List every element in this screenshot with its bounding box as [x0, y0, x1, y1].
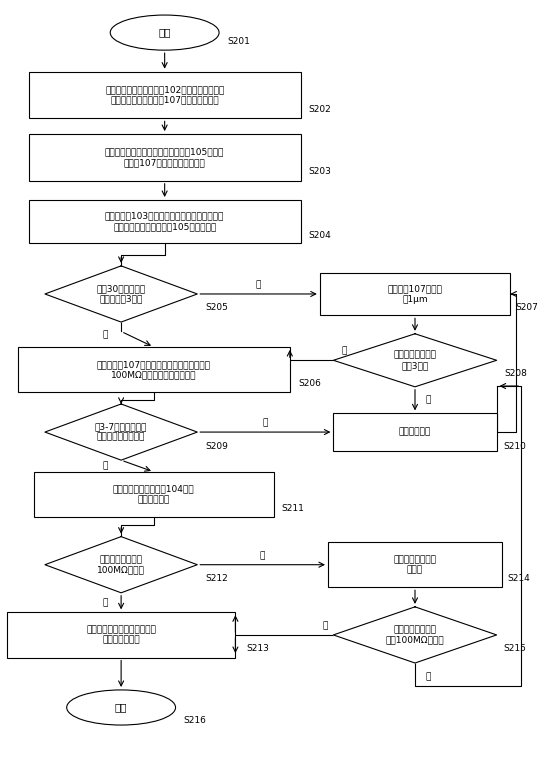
- Text: S207: S207: [516, 303, 539, 312]
- Text: 是: 是: [323, 621, 328, 630]
- Text: S210: S210: [503, 442, 526, 450]
- FancyBboxPatch shape: [333, 413, 497, 451]
- FancyBboxPatch shape: [7, 612, 235, 658]
- Text: 在3-7分钟内检测电
阻值达到千兆欧姆？: 在3-7分钟内检测电 阻值达到千兆欧姆？: [95, 422, 147, 442]
- Text: S208: S208: [505, 369, 528, 378]
- Polygon shape: [333, 607, 497, 663]
- Text: 否: 否: [263, 418, 268, 428]
- FancyBboxPatch shape: [320, 272, 510, 316]
- Text: 当影像装置103检测到细胞膜凹陷到一定程度，
停止机电控制微操作装置105，移除正压: 当影像装置103检测到细胞膜凹陷到一定程度， 停止机电控制微操作装置105，移除…: [105, 211, 224, 231]
- Text: 在正压作用下，机电控制微操作装置105带动纪
录电极107向下移动接近细胞膜: 在正压作用下，机电控制微操作装置105带动纪 录电极107向下移动接近细胞膜: [105, 148, 224, 167]
- Text: 是: 是: [102, 598, 108, 607]
- Text: 否: 否: [260, 551, 265, 560]
- Text: 等待30秒，检测电
阻是否上升3倍？: 等待30秒，检测电 阻是否上升3倍？: [97, 284, 146, 304]
- Polygon shape: [333, 334, 497, 387]
- Text: S206: S206: [298, 379, 321, 388]
- Text: 否: 否: [256, 280, 261, 289]
- FancyBboxPatch shape: [18, 347, 290, 392]
- Text: S213: S213: [246, 644, 269, 654]
- Text: 检测电阻是否降到
100MΩ左右？: 检测电阻是否降到 100MΩ左右？: [97, 555, 145, 575]
- Text: 对细胞进行实验，纪录细胞对
刺激的实时反应: 对细胞进行实验，纪录细胞对 刺激的实时反应: [86, 626, 156, 644]
- Text: S209: S209: [206, 442, 228, 450]
- Text: 否: 否: [426, 673, 431, 681]
- Text: S201: S201: [227, 38, 250, 46]
- Text: 再次检测电阻是否
上升3倍？: 再次检测电阻是否 上升3倍？: [393, 351, 437, 370]
- Text: S211: S211: [282, 504, 305, 513]
- Text: S202: S202: [309, 105, 331, 114]
- Ellipse shape: [67, 690, 176, 725]
- Text: 否: 否: [426, 395, 431, 405]
- Text: S216: S216: [184, 716, 207, 725]
- FancyBboxPatch shape: [28, 200, 301, 243]
- Text: 再次检测电阻是否
降到100MΩ左右？: 再次检测电阻是否 降到100MΩ左右？: [386, 626, 444, 644]
- Polygon shape: [45, 266, 197, 322]
- Text: 放置细胞于样品移动平台102上，使细胞进入视
距范围内并使纪录电极107置于细胞正上方: 放置细胞于样品移动平台102上，使细胞进入视 距范围内并使纪录电极107置于细胞…: [105, 85, 224, 105]
- Polygon shape: [45, 536, 197, 593]
- Text: S204: S204: [309, 231, 331, 240]
- Text: 以负压抽吸使细胞
膜破裂: 以负压抽吸使细胞 膜破裂: [393, 555, 437, 575]
- Text: 重新开始操作: 重新开始操作: [399, 428, 431, 437]
- Text: S203: S203: [309, 167, 331, 176]
- Text: 结束: 结束: [115, 702, 127, 713]
- FancyBboxPatch shape: [328, 542, 502, 587]
- Text: S214: S214: [508, 574, 530, 583]
- Polygon shape: [45, 404, 197, 460]
- FancyBboxPatch shape: [28, 71, 301, 118]
- Text: S212: S212: [206, 574, 228, 583]
- Ellipse shape: [110, 15, 219, 50]
- FancyBboxPatch shape: [28, 134, 301, 181]
- Text: 开始: 开始: [159, 27, 171, 38]
- Text: 是: 是: [102, 330, 108, 339]
- Text: 是: 是: [341, 346, 347, 355]
- Text: S215: S215: [503, 644, 526, 654]
- Text: 利用数模转换放大装置104给细
胞加一电脉冲: 利用数模转换放大装置104给细 胞加一电脉冲: [113, 485, 195, 504]
- Text: 是: 是: [102, 461, 108, 471]
- Text: S205: S205: [206, 303, 228, 312]
- Text: 纪录电极107向下移
动1μm: 纪录电极107向下移 动1μm: [388, 284, 443, 304]
- Text: 对纪录电极107内施加一个负压，当电阻升到
100MΩ左右时，停止施加负压: 对纪录电极107内施加一个负压，当电阻升到 100MΩ左右时，停止施加负压: [97, 360, 211, 379]
- FancyBboxPatch shape: [34, 472, 274, 517]
